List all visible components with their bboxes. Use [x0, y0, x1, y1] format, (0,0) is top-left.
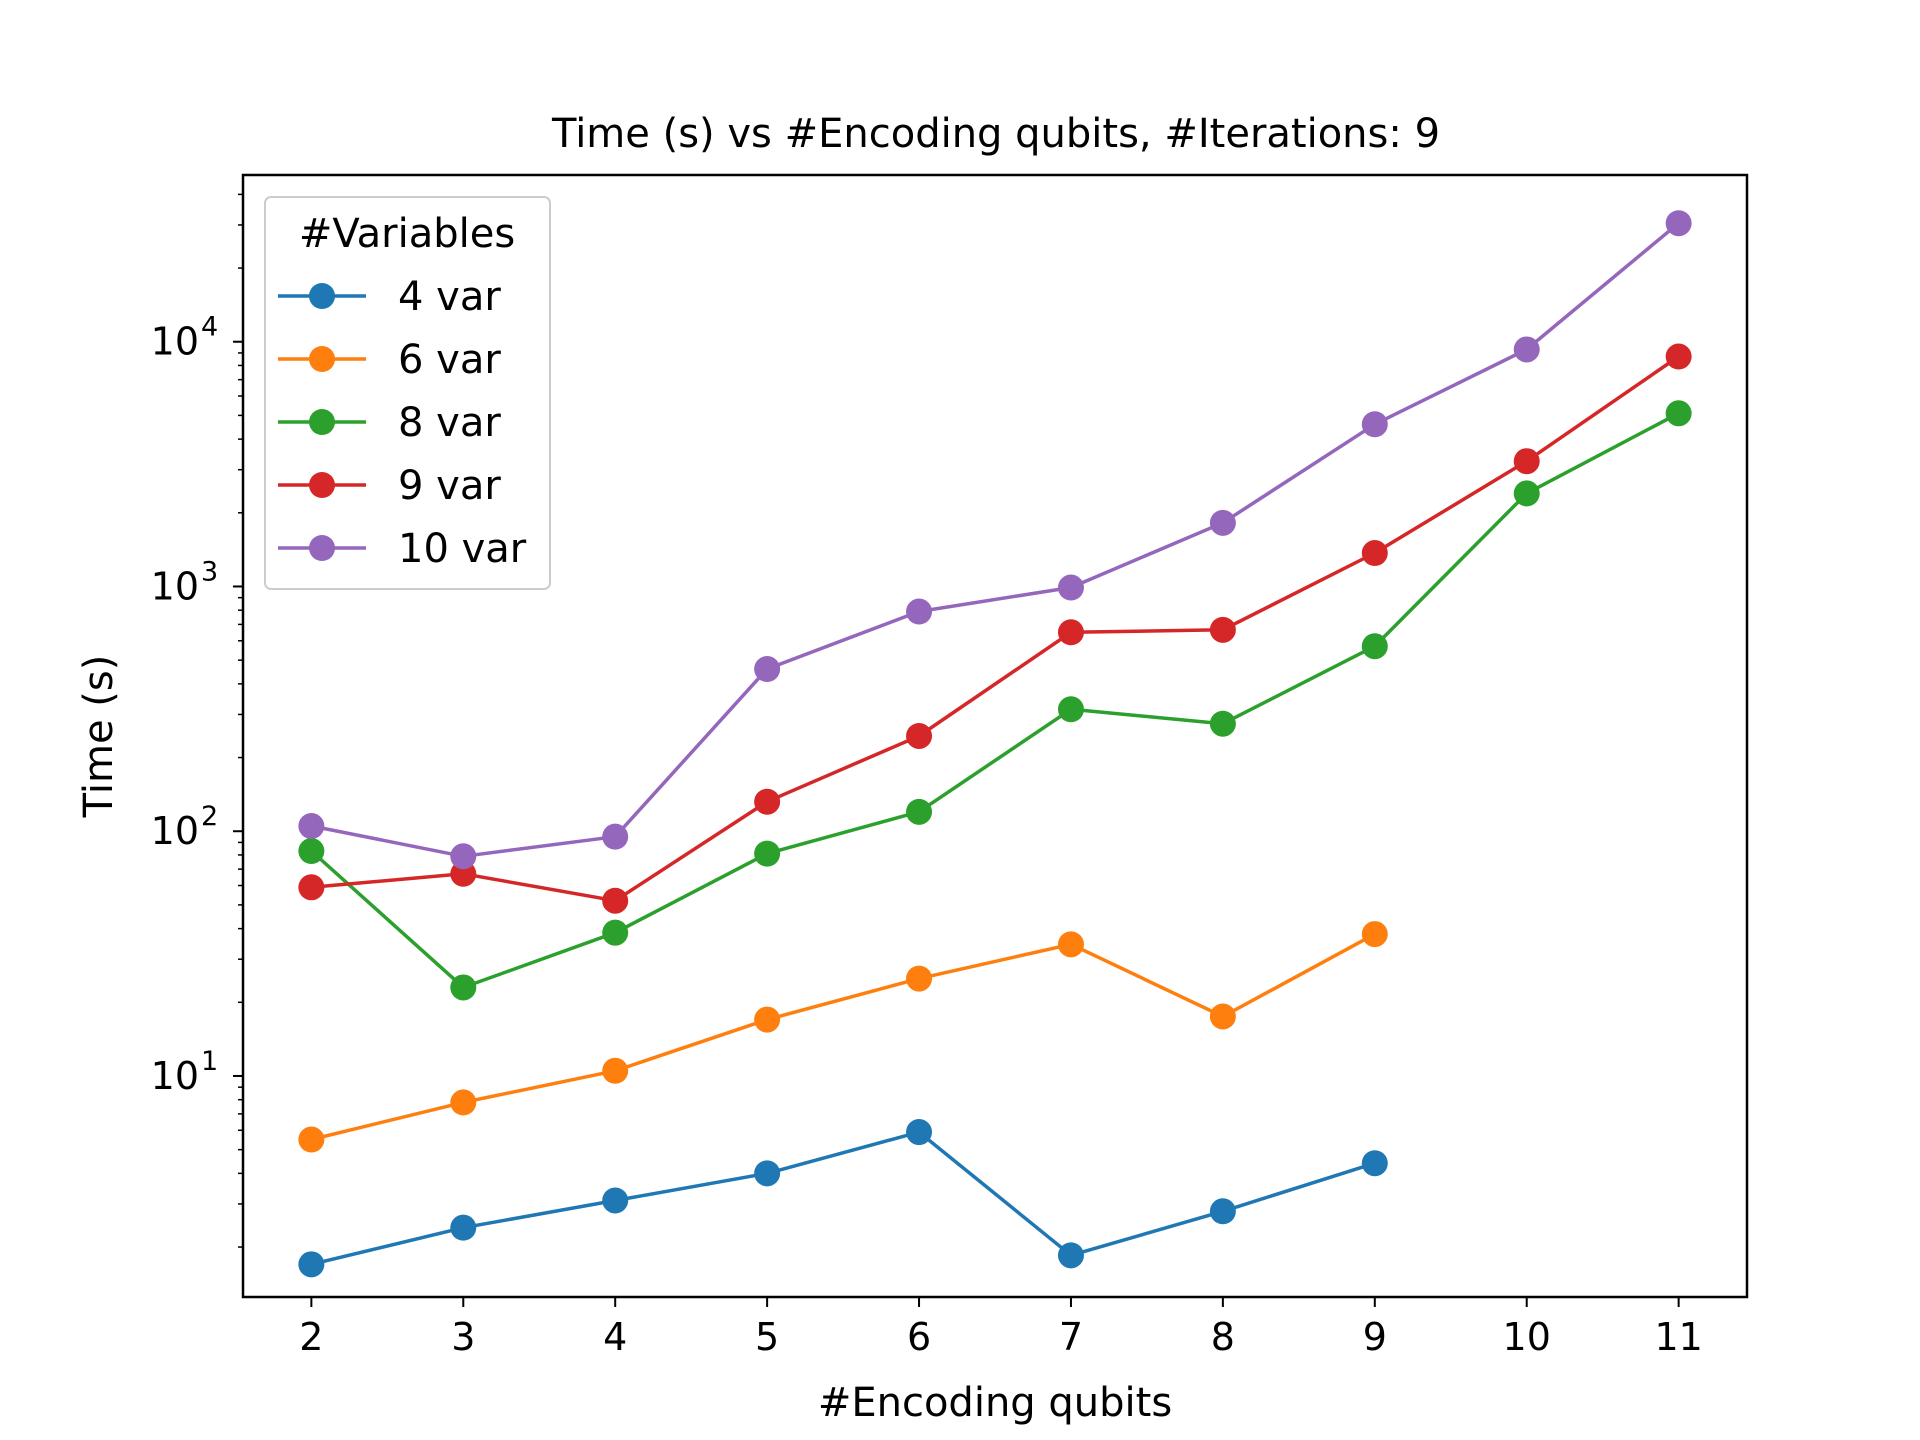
data-point — [754, 1006, 781, 1033]
data-point — [1057, 619, 1084, 646]
series-line — [310, 932, 1376, 1142]
data-point — [1209, 616, 1236, 643]
series-line — [311, 221, 1680, 859]
data-point — [906, 965, 933, 992]
x-axis: 2 3 4 5 6 7 8 9 10 11 — [299, 1297, 1703, 1359]
data-point — [754, 656, 781, 683]
y-tick-label: 10 — [151, 1054, 199, 1098]
x-tick-label: 3 — [451, 1315, 475, 1359]
data-point — [298, 1251, 325, 1278]
plot-frame — [241, 173, 1749, 1299]
data-point — [906, 1119, 933, 1146]
data-point — [1513, 448, 1540, 475]
data-point — [1361, 540, 1388, 567]
data-point — [1209, 710, 1236, 737]
data-point — [602, 919, 629, 946]
legend-label: 4 var — [398, 274, 501, 320]
legend-label: 10 var — [398, 526, 527, 572]
data-point — [1057, 696, 1084, 723]
series-line — [311, 355, 1680, 903]
legend-title: #Variables — [299, 211, 515, 257]
x-tick-label: 9 — [1363, 1315, 1387, 1359]
x-tick-label: 8 — [1211, 1315, 1235, 1359]
data-point — [450, 974, 477, 1001]
x-tick-label: 6 — [907, 1315, 931, 1359]
x-axis-label: #Encoding qubits — [818, 1380, 1172, 1426]
data-point — [450, 1089, 477, 1116]
legend-label: 8 var — [398, 400, 501, 446]
data-point — [906, 798, 933, 825]
data-point — [1665, 343, 1692, 370]
data-point — [602, 1187, 629, 1214]
data-point — [1361, 921, 1388, 948]
y-tick-exponent: 3 — [201, 556, 218, 587]
legend-marker — [309, 283, 335, 309]
series-line — [310, 1130, 1376, 1267]
data-point — [754, 1160, 781, 1187]
y-tick-exponent: 2 — [201, 801, 218, 832]
legend-marker — [309, 535, 335, 561]
x-tick-label: 7 — [1059, 1315, 1083, 1359]
data-point — [906, 722, 933, 749]
data-point — [298, 1126, 325, 1153]
x-tick-label: 11 — [1654, 1315, 1702, 1359]
data-point — [1513, 336, 1540, 363]
series-line — [310, 411, 1680, 990]
data-point — [1665, 210, 1692, 237]
series-group — [298, 1119, 1388, 1278]
data-point — [298, 838, 325, 865]
chart-title: Time (s) vs #Encoding qubits, #Iteration… — [551, 111, 1440, 157]
data-point — [754, 840, 781, 867]
legend-label: 9 var — [398, 463, 501, 509]
y-tick-label: 10 — [151, 564, 199, 608]
legend: #Variables 4 var 6 var 8 var 9 var 10 var — [264, 196, 551, 590]
data-point — [450, 843, 477, 870]
data-point — [298, 874, 325, 901]
data-point — [1209, 509, 1236, 536]
data-point — [1057, 931, 1084, 958]
data-point — [1361, 633, 1388, 660]
x-tick-label: 2 — [299, 1315, 323, 1359]
data-point — [602, 823, 629, 850]
data-point — [754, 788, 781, 815]
legend-marker — [309, 409, 335, 435]
x-tick-label: 10 — [1503, 1315, 1551, 1359]
data-point — [1057, 574, 1084, 601]
data-point — [298, 813, 325, 840]
data-point — [1209, 1003, 1236, 1030]
y-tick-label: 10 — [151, 320, 199, 364]
y-axis-label: Time (s) — [76, 655, 122, 819]
data-point — [906, 598, 933, 625]
data-point — [450, 1214, 477, 1241]
series-group — [298, 921, 1388, 1153]
x-tick-label: 5 — [755, 1315, 779, 1359]
y-tick-label: 10 — [151, 809, 199, 853]
series-group — [298, 210, 1692, 870]
data-point — [1361, 411, 1388, 438]
legend-marker — [309, 346, 335, 372]
legend-entries: 4 var 6 var 8 var 9 var 10 var — [278, 274, 527, 572]
x-tick-label: 4 — [603, 1315, 627, 1359]
data-point — [1665, 400, 1692, 427]
data-point — [1057, 1242, 1084, 1269]
series-group — [298, 343, 1692, 914]
data-point — [1513, 480, 1540, 507]
y-tick-exponent: 4 — [201, 312, 218, 343]
data-point — [1209, 1198, 1236, 1225]
legend-label: 6 var — [398, 337, 501, 383]
data-point — [602, 887, 629, 914]
legend-marker — [309, 472, 335, 498]
series-layer — [298, 210, 1692, 1278]
data-point — [602, 1057, 629, 1084]
data-point — [1361, 1150, 1388, 1177]
series-group — [298, 400, 1692, 1001]
y-tick-exponent: 1 — [201, 1046, 218, 1077]
